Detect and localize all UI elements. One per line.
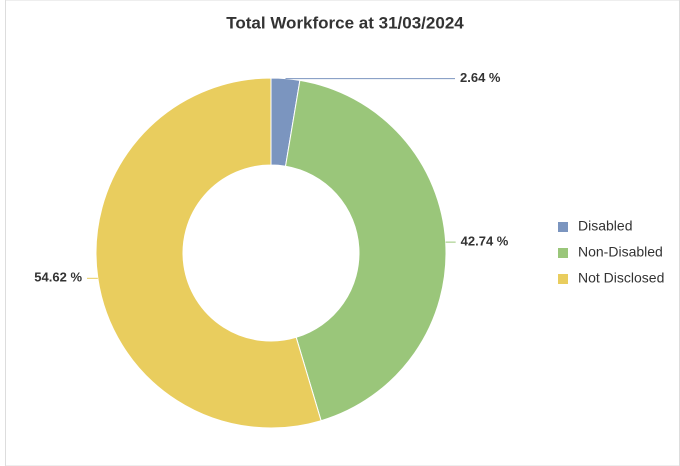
data-label: 42.74 % (461, 234, 509, 249)
donut-slice (284, 79, 447, 422)
donut-slice (95, 77, 322, 429)
legend-label: Non-Disabled (578, 244, 663, 260)
legend-swatch (558, 222, 568, 232)
legend-swatch (558, 274, 568, 284)
legend-label: Not Disclosed (578, 270, 664, 286)
legend-swatch (558, 248, 568, 258)
legend-label: Disabled (578, 218, 632, 234)
chart-title: Total Workforce at 31/03/2024 (226, 13, 464, 32)
data-label: 54.62 % (34, 270, 82, 285)
data-label: 2.64 % (460, 70, 501, 85)
